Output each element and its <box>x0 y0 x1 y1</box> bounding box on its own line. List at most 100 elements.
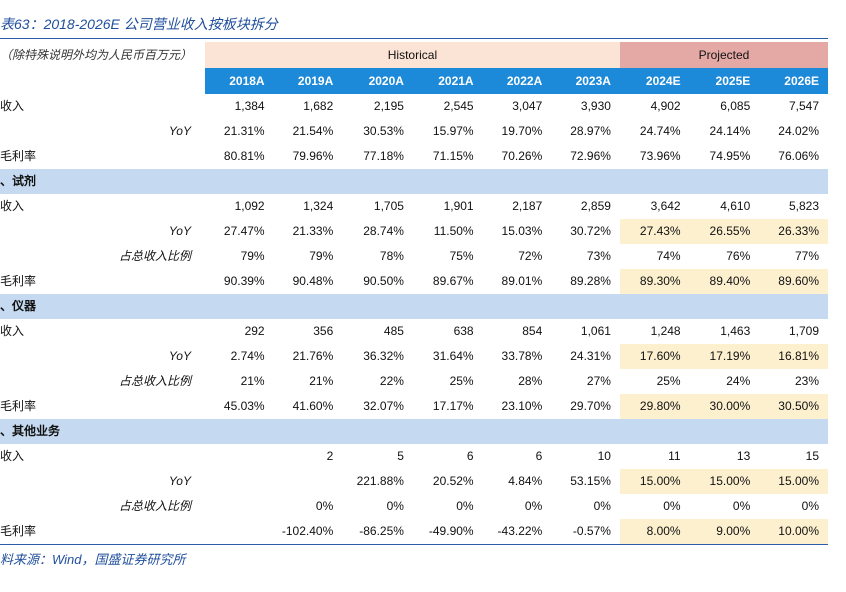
value-cell: 19.70% <box>501 124 543 138</box>
table-row: 毛利率 80.81% 79.96% 77.18% 71.15% 70.26% 72.96% 7… <box>0 144 828 169</box>
value-cell: 74% <box>656 249 681 263</box>
segment-band-cell <box>273 419 343 444</box>
value-cell: 11.50% <box>433 224 474 238</box>
value-cell: 4.84% <box>508 474 543 488</box>
segment-band-cell <box>619 419 690 444</box>
value-cell: 1,384 <box>234 99 265 113</box>
value-cell: 15.00% <box>689 469 760 494</box>
value-cell: 21.33% <box>292 224 334 238</box>
table-row: YoY 27.47% 21.33% 28.74% 11.50% 15.03% 30.72% 2… <box>0 219 828 244</box>
segment-row: 、仪器 <box>0 294 828 319</box>
value-cell: 1,709 <box>788 324 819 338</box>
source-note: 料来源：Wind，国盛证券研究所 <box>0 552 186 567</box>
segment-band-cell <box>412 419 483 444</box>
value-cell <box>205 469 274 494</box>
segment-band-cell <box>204 169 274 194</box>
value-cell: 21% <box>240 374 265 388</box>
year-header-cell: 2020A <box>342 68 413 94</box>
row-label: YoY <box>168 224 191 238</box>
value-cell: 6 <box>535 449 543 463</box>
value-cell: 17.17% <box>432 399 474 413</box>
value-cell: 6 <box>466 449 474 463</box>
value-cell: 24.02% <box>778 124 819 138</box>
year-header-cell: 2023A <box>551 68 620 94</box>
value-cell: 71.15% <box>432 149 474 163</box>
value-cell: 15.03% <box>501 224 543 238</box>
value-cell: 89.40% <box>689 269 760 294</box>
value-cell: 1,705 <box>373 199 404 213</box>
value-cell: 79% <box>240 249 265 263</box>
revenue-breakdown-table: （除特殊说明外均为人民币百万元） Historical Projected 20… <box>0 42 828 545</box>
value-cell: 28.74% <box>363 224 404 238</box>
value-cell: 30.53% <box>363 124 404 138</box>
row-label: 毛利率 <box>0 519 205 545</box>
value-cell: 1,324 <box>303 199 334 213</box>
segment-band-cell <box>759 419 828 444</box>
value-cell: 7,547 <box>788 99 819 113</box>
value-cell: 74.95% <box>709 149 751 163</box>
value-cell: 3,930 <box>580 99 611 113</box>
value-cell: 28% <box>518 374 543 388</box>
table-row: 收入 2 5 6 6 10 11 13 15 <box>0 444 828 469</box>
value-cell: 29.80% <box>619 394 690 419</box>
value-cell: 0% <box>315 499 334 513</box>
value-cell: 89.01% <box>501 274 543 288</box>
year-header-cell: 2018A <box>204 68 274 94</box>
year-header-cell: 2025E <box>689 68 760 94</box>
year-header-cell: 2022A <box>482 68 552 94</box>
row-label: 占总收入比例 <box>118 374 191 388</box>
value-cell: 76% <box>726 249 751 263</box>
segment-band-cell <box>619 294 690 319</box>
row-label: YoY <box>168 349 191 363</box>
value-cell: 78% <box>379 249 404 263</box>
segment-band-cell <box>342 294 413 319</box>
value-cell: 21.31% <box>223 124 265 138</box>
segment-band-cell <box>551 294 620 319</box>
value-cell: 5,823 <box>788 199 819 213</box>
value-cell: 72.96% <box>570 149 611 163</box>
row-label: 毛利率 <box>0 274 37 288</box>
value-cell: 3,642 <box>650 199 681 213</box>
value-cell: 2.74% <box>230 349 265 363</box>
row-label: YoY <box>168 474 191 488</box>
value-cell: 90.39% <box>223 274 265 288</box>
value-cell: 0% <box>524 499 543 513</box>
value-cell: 13 <box>736 449 751 463</box>
row-label: 收入 <box>0 449 25 463</box>
row-label: 收入 <box>0 199 25 213</box>
row-label: 毛利率 <box>0 399 37 413</box>
value-cell: 9.00% <box>689 519 760 545</box>
historical-header: Historical <box>204 42 620 68</box>
value-cell: 27.47% <box>223 224 265 238</box>
value-cell: 27.43% <box>619 219 690 244</box>
table-row: 占总收入比例 21% 21% 22% 25% 28% 27% 25% 24% 23% <box>0 369 828 394</box>
value-cell: 1,901 <box>443 199 474 213</box>
table-row: YoY 221.88% 20.52% 4.84% 53.15% 15.00% 15.00% 1… <box>0 469 828 494</box>
year-header-cell: 2019A <box>273 68 343 94</box>
value-cell: 33.78% <box>501 349 543 363</box>
value-cell: 24% <box>726 374 751 388</box>
value-cell: 4,610 <box>720 199 751 213</box>
value-cell: 0% <box>732 499 751 513</box>
value-cell: 25% <box>449 374 474 388</box>
value-cell: 79% <box>309 249 334 263</box>
value-cell: 31.64% <box>432 349 474 363</box>
segment-row: 、其他业务 <box>0 419 828 444</box>
value-cell: 45.03% <box>223 399 265 413</box>
value-cell: 0% <box>386 499 404 513</box>
table-row: 毛利率 -102.40% -86.25% -49.90% -43.22% -0.57% 8.… <box>0 519 828 545</box>
segment-band-cell <box>689 169 760 194</box>
value-cell: 24.14% <box>709 124 751 138</box>
value-cell: -86.25% <box>342 519 413 545</box>
unit-note: （除特殊说明外均为人民币百万元） <box>0 48 193 62</box>
value-cell: 0% <box>456 499 474 513</box>
value-cell: 3,047 <box>512 99 543 113</box>
table-row: 毛利率 45.03% 41.60% 32.07% 17.17% 23.10% 29.70% 2… <box>0 394 828 419</box>
segment-band-cell <box>482 419 552 444</box>
segment-band-cell <box>273 294 343 319</box>
value-cell: 30.00% <box>689 394 760 419</box>
value-cell: 15.00% <box>619 469 690 494</box>
value-cell: 0% <box>663 499 681 513</box>
value-cell: 73.96% <box>639 149 681 163</box>
segment-band-cell <box>412 169 483 194</box>
